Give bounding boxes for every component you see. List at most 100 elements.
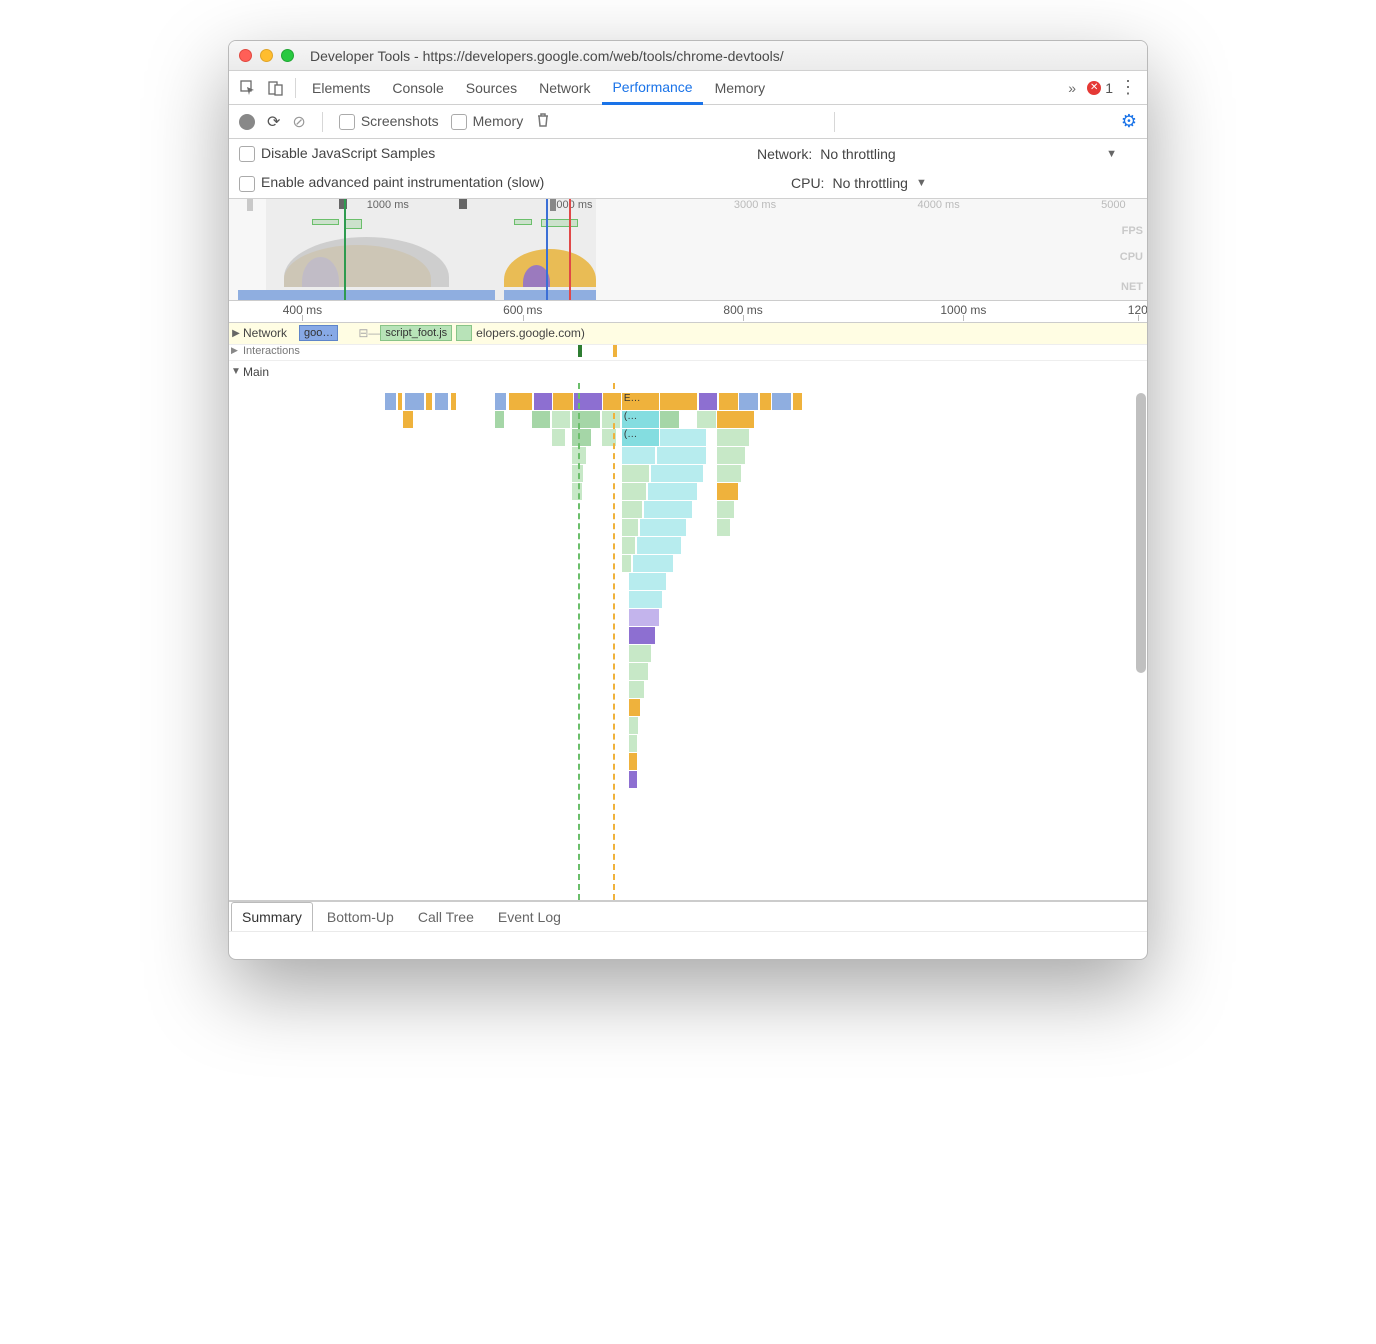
clear-button[interactable]: ⊘ [292, 112, 305, 132]
flame-bar[interactable] [629, 627, 655, 644]
tab-elements[interactable]: Elements [302, 71, 380, 104]
flame-bar[interactable] [602, 411, 620, 428]
network-request-chip[interactable] [456, 325, 472, 341]
flame-bar[interactable] [717, 519, 730, 536]
flame-bar[interactable] [717, 411, 754, 428]
flame-bar[interactable] [622, 483, 646, 500]
flame-bar[interactable] [629, 771, 636, 788]
flame-bar[interactable] [495, 393, 506, 410]
flame-bar[interactable] [495, 411, 504, 428]
flame-bar[interactable] [651, 465, 702, 482]
screenshots-toggle[interactable]: Screenshots [339, 113, 439, 130]
details-tab-call-tree[interactable]: Call Tree [408, 902, 484, 931]
inspect-icon[interactable] [235, 71, 261, 104]
flame-bar[interactable] [552, 411, 570, 428]
flame-bar[interactable] [657, 447, 707, 464]
close-icon[interactable] [239, 49, 252, 62]
flame-bar[interactable] [553, 393, 573, 410]
flame-bar[interactable] [426, 393, 432, 410]
details-tab-bottom-up[interactable]: Bottom-Up [317, 902, 404, 931]
flame-bar[interactable] [717, 465, 741, 482]
flame-bar[interactable] [385, 393, 396, 410]
overflow-tabs-icon[interactable]: » [1059, 71, 1085, 104]
memory-toggle[interactable]: Memory [451, 113, 524, 130]
flame-bar[interactable] [760, 393, 771, 410]
network-throttle-select[interactable]: No throttling [820, 146, 895, 162]
device-toggle-icon[interactable] [263, 71, 289, 104]
minimize-icon[interactable] [260, 49, 273, 62]
flame-bar[interactable] [644, 501, 692, 518]
flame-bar[interactable] [532, 411, 550, 428]
details-tab-event-log[interactable]: Event Log [488, 902, 571, 931]
flame-bar[interactable] [793, 393, 802, 410]
flame-bar[interactable] [405, 393, 423, 410]
network-request-chip[interactable]: script_foot.js [380, 325, 452, 341]
tab-memory[interactable]: Memory [705, 71, 776, 104]
flame-bar[interactable] [717, 501, 734, 518]
maximize-icon[interactable] [281, 49, 294, 62]
flame-bar[interactable] [637, 537, 681, 554]
advanced-paint-toggle[interactable]: Enable advanced paint instrumentation (s… [239, 174, 544, 191]
kebab-menu-icon[interactable]: ⋮ [1115, 77, 1141, 98]
flame-bar[interactable] [648, 483, 698, 500]
flame-bar[interactable] [640, 519, 686, 536]
flame-bar[interactable] [622, 501, 642, 518]
cpu-throttle-select[interactable]: No throttling [832, 175, 907, 191]
flame-bar[interactable] [633, 555, 673, 572]
error-count[interactable]: ✕ 1 [1087, 80, 1113, 96]
flame-bar[interactable] [451, 393, 456, 410]
tab-sources[interactable]: Sources [456, 71, 527, 104]
tab-network[interactable]: Network [529, 71, 600, 104]
flame-bar[interactable] [629, 573, 666, 590]
network-track-header[interactable]: ▶ Network goo… ⊟— script_foot.js elopers… [229, 323, 1147, 345]
scrollbar-thumb[interactable] [1136, 393, 1146, 673]
flame-bar[interactable] [697, 411, 715, 428]
flame-bar[interactable] [509, 393, 532, 410]
flame-bar[interactable] [629, 699, 640, 716]
main-flame-chart[interactable]: E…(…(… [229, 383, 1147, 901]
timeline-overview[interactable]: 1000 ms2000 ms3000 ms4000 ms5000 FPSCPUN… [229, 199, 1147, 301]
flame-bar[interactable] [629, 753, 636, 770]
record-button[interactable] [239, 114, 255, 130]
flame-bar[interactable] [403, 411, 412, 428]
flame-bar[interactable] [622, 537, 635, 554]
flame-bar[interactable] [629, 663, 647, 680]
interactions-track-header[interactable]: ▶ Interactions [229, 345, 1147, 361]
disable-js-samples-toggle[interactable]: Disable JavaScript Samples [239, 145, 435, 162]
flame-bar[interactable] [660, 393, 697, 410]
flame-bar[interactable] [622, 555, 631, 572]
flame-bar[interactable] [629, 609, 658, 626]
network-request-chip[interactable]: goo… [299, 325, 338, 341]
flame-bar[interactable] [717, 429, 748, 446]
flame-bar[interactable] [629, 681, 644, 698]
flame-bar[interactable] [622, 447, 655, 464]
tab-console[interactable]: Console [382, 71, 453, 104]
tab-performance[interactable]: Performance [602, 72, 702, 105]
flame-bar[interactable] [629, 591, 662, 608]
flame-bar[interactable] [572, 411, 600, 428]
flame-bar[interactable]: E… [622, 393, 659, 410]
flame-bar[interactable] [398, 393, 403, 410]
flame-bar[interactable] [629, 717, 638, 734]
flame-bar[interactable] [629, 735, 636, 752]
timeline-ruler[interactable]: 400 ms600 ms800 ms1000 ms120 [229, 301, 1147, 323]
flame-bar[interactable] [717, 483, 737, 500]
flame-bar[interactable] [622, 519, 639, 536]
flame-bar[interactable] [629, 645, 651, 662]
flame-bar[interactable] [772, 393, 790, 410]
flame-bar[interactable] [719, 393, 737, 410]
flame-bar[interactable] [622, 465, 650, 482]
flame-bar[interactable] [435, 393, 449, 410]
flame-bar[interactable]: (… [622, 411, 659, 428]
flame-bar[interactable] [534, 393, 552, 410]
gc-button[interactable] [535, 112, 551, 131]
flame-bar[interactable] [717, 447, 745, 464]
flame-bar[interactable] [699, 393, 717, 410]
settings-gear-icon[interactable]: ⚙ [1121, 111, 1137, 132]
flame-bar[interactable]: (… [622, 429, 659, 446]
flame-bar[interactable] [572, 429, 590, 446]
main-track-header[interactable]: ▼ Main [229, 361, 1147, 383]
flame-bar[interactable] [739, 393, 757, 410]
reload-record-button[interactable]: ⟳ [267, 112, 280, 132]
flame-bar[interactable] [660, 429, 706, 446]
